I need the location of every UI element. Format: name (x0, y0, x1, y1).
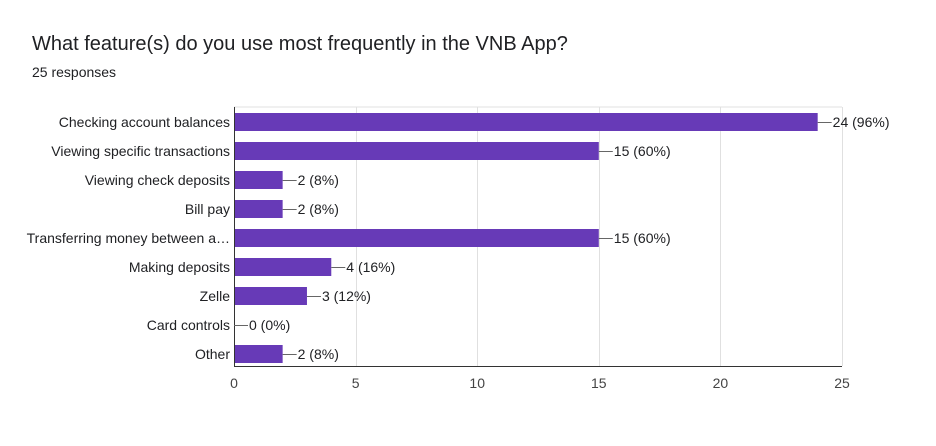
axes (234, 107, 842, 367)
x-tick-label: 5 (352, 375, 360, 391)
category-label: Checking account balances (59, 114, 230, 130)
x-tick-label: 25 (834, 375, 850, 391)
chart-title: What feature(s) do you use most frequent… (32, 33, 568, 55)
category-label: Bill pay (185, 201, 230, 217)
x-tick-label: 0 (230, 375, 238, 391)
category-label: Viewing check deposits (85, 172, 230, 188)
bar (234, 258, 332, 276)
category-label: Viewing specific transactions (51, 143, 230, 159)
category-label: Card controls (147, 317, 230, 333)
data-label: 15 (60%) (614, 230, 671, 246)
data-label: 3 (12%) (322, 288, 371, 304)
data-label: 2 (8%) (298, 172, 339, 188)
category-label: Making deposits (129, 259, 230, 275)
labels: 0 5 10 15 20 25 Checking account balances 24 (9… (27, 114, 890, 391)
bar (234, 345, 283, 363)
response-count: 25 responses (32, 64, 117, 80)
bar (234, 200, 283, 218)
x-tick-label: 10 (469, 375, 485, 391)
x-tick-label: 15 (591, 375, 607, 391)
bar (234, 229, 599, 247)
bar (234, 113, 818, 131)
category-label: Transferring money between a… (27, 230, 230, 246)
data-label: 2 (8%) (298, 201, 339, 217)
data-label: 24 (96%) (833, 114, 890, 130)
bar (234, 171, 283, 189)
data-label: 0 (0%) (249, 317, 290, 333)
bar (234, 142, 599, 160)
category-label: Other (195, 346, 230, 362)
data-label: 4 (16%) (346, 259, 395, 275)
bars (234, 113, 818, 363)
x-tick-label: 20 (713, 375, 729, 391)
bar (234, 287, 307, 305)
category-label: Zelle (200, 288, 231, 304)
data-label: 2 (8%) (298, 346, 339, 362)
data-label: 15 (60%) (614, 143, 671, 159)
